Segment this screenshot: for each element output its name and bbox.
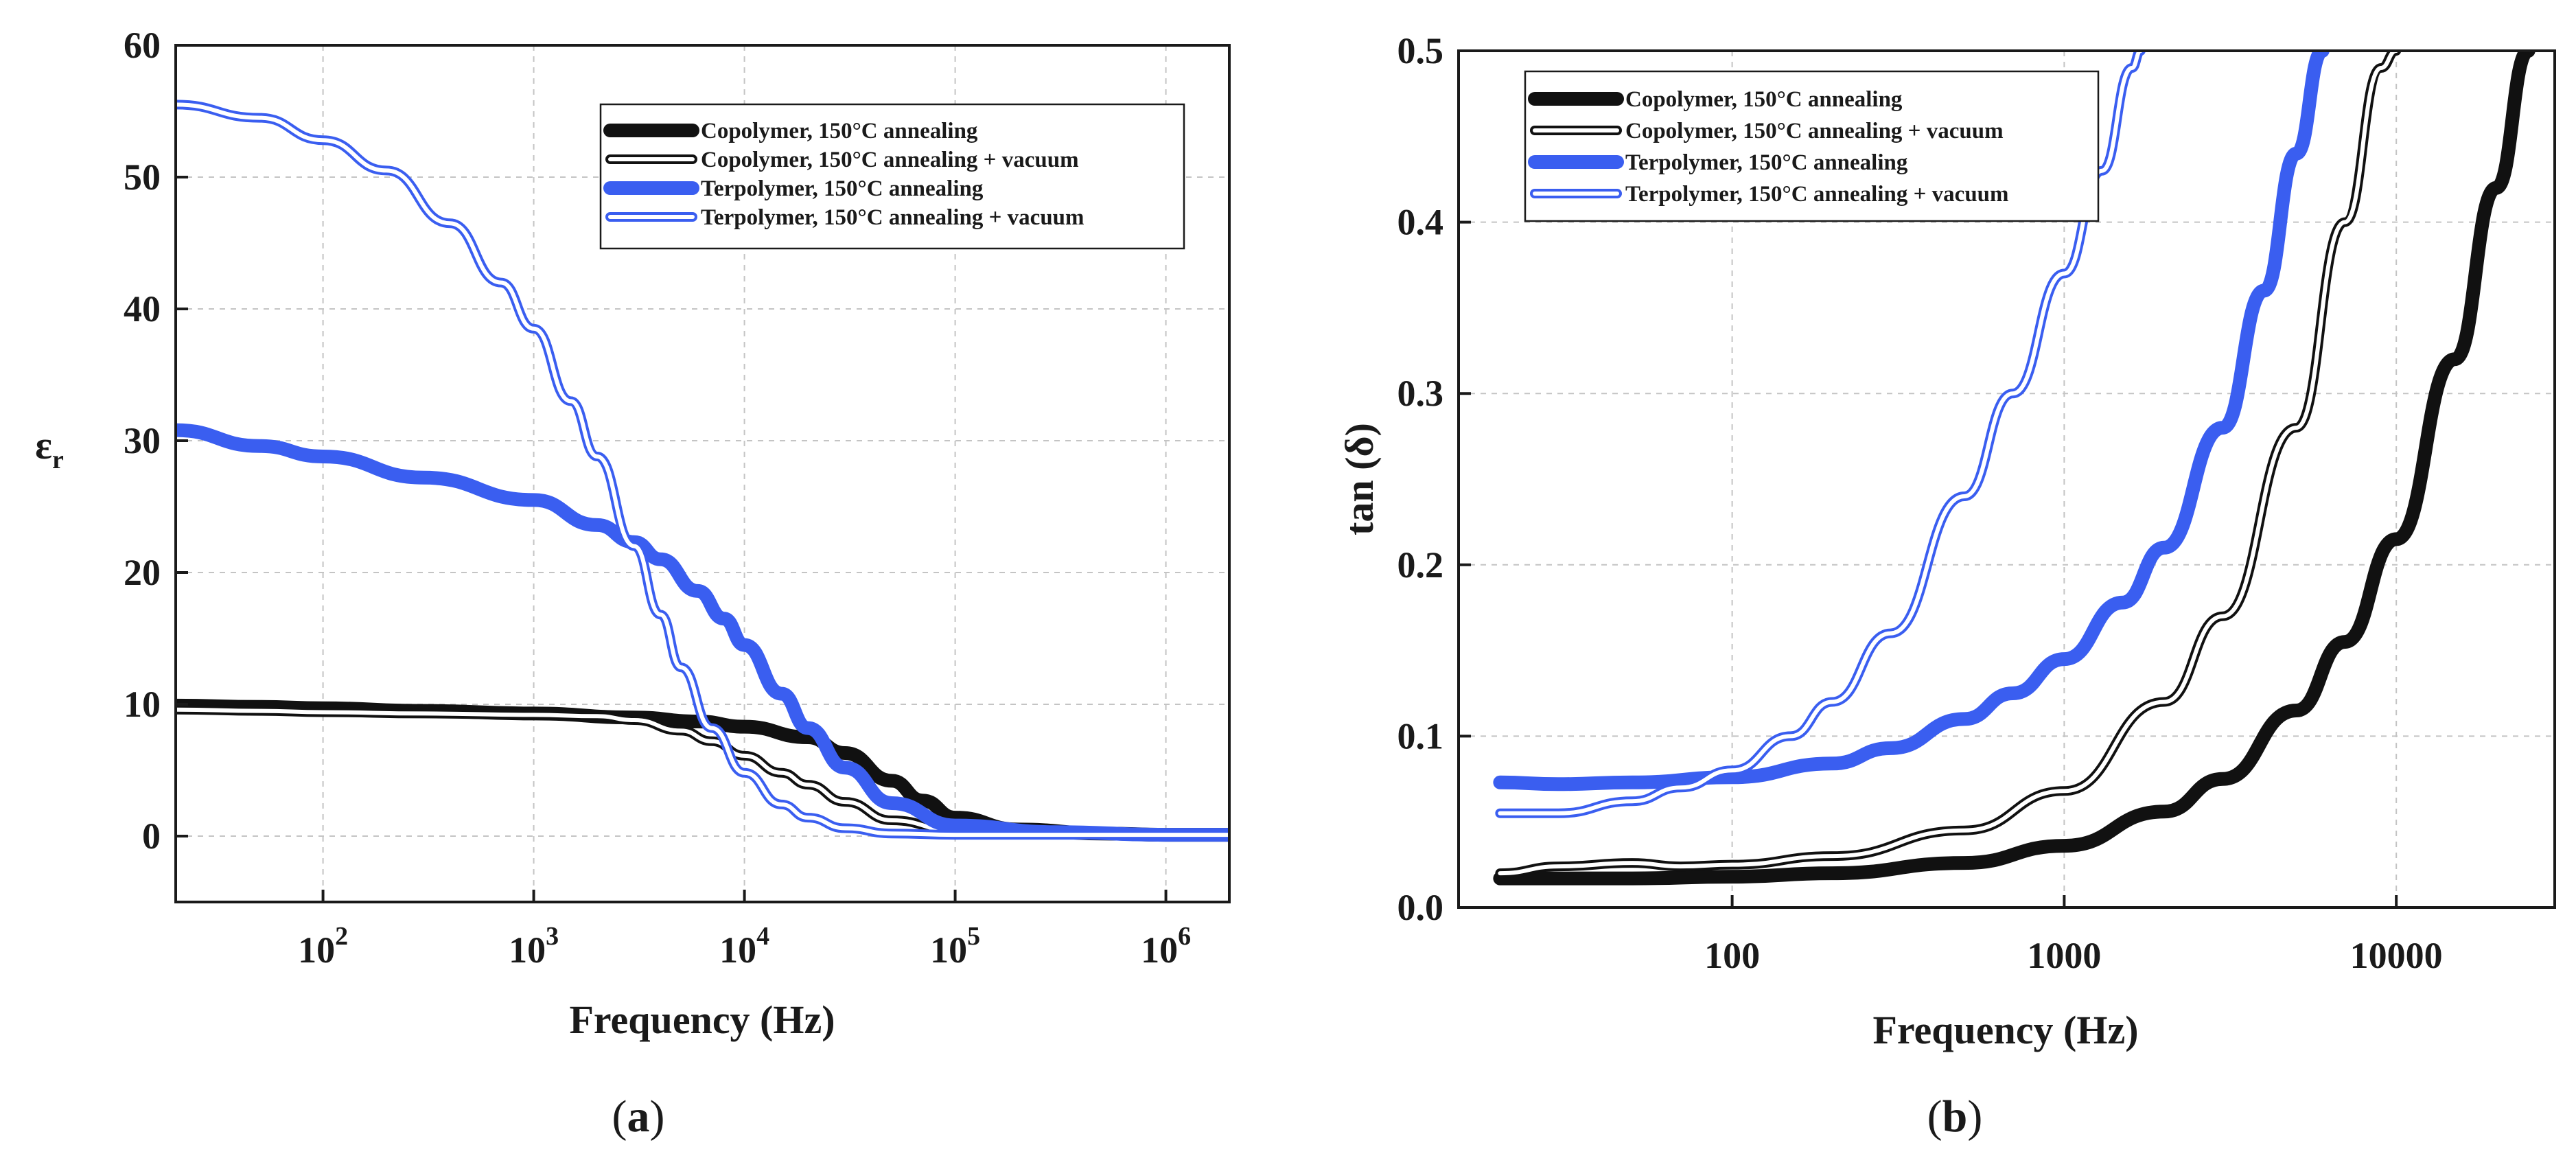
- x-axis-title-b: Frequency (Hz): [1872, 1008, 2138, 1052]
- x-tick-base: 10: [719, 929, 756, 971]
- y-tick-label: 0: [142, 816, 161, 857]
- x-tick-exponent: 2: [335, 922, 348, 951]
- y-axis-title-b: tan (δ): [1337, 423, 1382, 535]
- series-lines-a: [176, 100, 1229, 842]
- x-tick-label: 10000: [2350, 935, 2443, 976]
- y-tick-label: 30: [124, 420, 161, 461]
- x-tick-exponent: 6: [1178, 922, 1191, 951]
- legend-entry: Copolymer, 150°C annealing + vacuum: [1530, 119, 2004, 143]
- series-b-2-line-inner: [1498, 51, 2399, 876]
- legend-entry: Terpolymer, 150°C annealing + vacuum: [605, 205, 1084, 230]
- panel-letter-b: b: [1942, 1091, 1968, 1142]
- x-tick-label: 100: [1704, 935, 1760, 976]
- x-tick-label: 105: [930, 922, 980, 971]
- legend-b: Copolymer, 150°C annealing Copolymer, 150…: [1524, 70, 2100, 222]
- plot-frame-b: [1457, 49, 2556, 909]
- series-a-4: [176, 100, 1229, 840]
- x-tick-base: 10: [930, 929, 967, 971]
- y-tick-label: 0.1: [1397, 715, 1444, 756]
- legend-entry: Copolymer, 150°C annealing: [603, 119, 978, 143]
- legend-label: Copolymer, 150°C annealing + vacuum: [701, 148, 1079, 172]
- y-tick-label: 50: [124, 157, 161, 198]
- x-axis-title-a: Frequency (Hz): [569, 997, 835, 1042]
- y-axis-title-a-symbol: ε: [35, 423, 52, 467]
- legend-label: Copolymer, 150°C annealing + vacuum: [1625, 119, 2004, 143]
- y-axis-title-a-subscript: r: [52, 446, 64, 474]
- x-tick-exponent: 4: [756, 922, 769, 951]
- legend-a: Copolymer, 150°C annealing Copolymer, 150…: [599, 103, 1185, 250]
- x-tick-exponent: 5: [967, 922, 980, 951]
- legend-label: Terpolymer, 150°C annealing + vacuum: [701, 205, 1084, 230]
- series-lines-b: [1493, 51, 2536, 886]
- y-tick-label: 0.3: [1397, 373, 1444, 414]
- series-b-1: [1493, 51, 2536, 886]
- series-a-3: [176, 423, 1229, 842]
- series-a-3-line: [176, 423, 1229, 842]
- panel-label-b: (b): [1927, 1091, 1983, 1142]
- legend-entry: Terpolymer, 150°C annealing + vacuum: [1530, 182, 2009, 207]
- plot-frame-a: [174, 44, 1231, 903]
- legend-label: Copolymer, 150°C annealing: [1625, 87, 1903, 112]
- y-tick-label: 60: [124, 25, 161, 66]
- legend-label: Terpolymer, 150°C annealing + vacuum: [1625, 182, 2009, 207]
- panel-letter-a: a: [627, 1091, 650, 1142]
- x-tick-base: 10: [298, 929, 335, 971]
- series-b-1-line: [1493, 51, 2536, 886]
- x-tick-label: 106: [1141, 922, 1191, 971]
- y-tick-label: 0.0: [1397, 887, 1444, 928]
- legend-label: Terpolymer, 150°C annealing: [701, 176, 984, 201]
- y-tick-label: 0.2: [1397, 544, 1444, 586]
- x-tick-label: 102: [298, 922, 348, 971]
- x-tick-exponent: 3: [546, 922, 559, 951]
- y-tick-label: 20: [124, 552, 161, 593]
- y-tick-label: 10: [124, 684, 161, 725]
- panel-label-a: (a): [612, 1091, 665, 1142]
- legend-entry: Copolymer, 150°C annealing + vacuum: [605, 148, 1079, 172]
- series-b-2: [1495, 51, 2402, 879]
- x-tick-base: 10: [1141, 929, 1178, 971]
- legend-label: Copolymer, 150°C annealing: [701, 119, 978, 143]
- series-a-4-line-inner: [176, 102, 1229, 837]
- legend-entry: Copolymer, 150°C annealing: [1528, 87, 1903, 112]
- x-tick-base: 10: [509, 929, 546, 971]
- legend-entry: Terpolymer, 150°C annealing: [1528, 150, 1908, 175]
- x-tick-label: 103: [509, 922, 559, 971]
- y-tick-label: 40: [124, 288, 161, 330]
- ticks-b: 100 1000 10000 0.0 0.1 0.2 0.3 0.4 0.5: [1397, 30, 2443, 976]
- x-tick-label: 104: [719, 922, 769, 971]
- chart-panel-b: 100 1000 10000 0.0 0.1 0.2 0.3 0.4 0.5 Frequency…: [1337, 30, 2556, 1142]
- y-tick-label: 0.5: [1397, 30, 1444, 71]
- y-axis-title-a: εr: [35, 423, 64, 474]
- y-tick-label: 0.4: [1397, 202, 1444, 243]
- legend-label: Terpolymer, 150°C annealing: [1625, 150, 1908, 175]
- legend-entry: Terpolymer, 150°C annealing: [603, 176, 984, 201]
- x-tick-label: 1000: [2027, 935, 2101, 976]
